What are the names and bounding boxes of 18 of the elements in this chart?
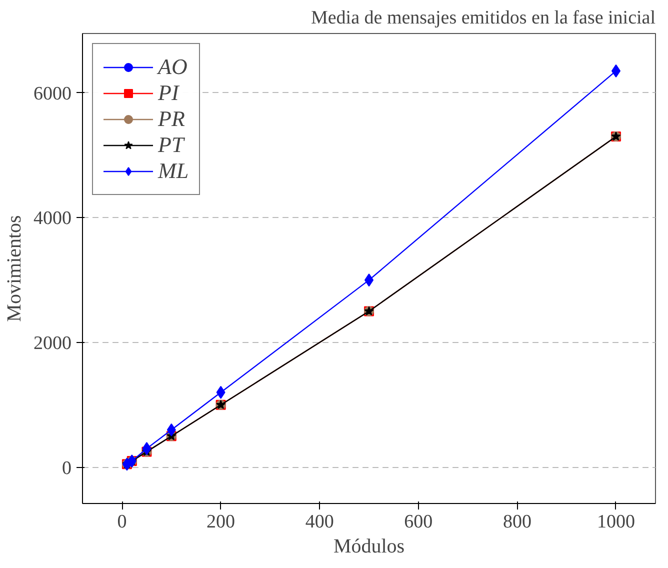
- legend-label: AO: [158, 54, 188, 80]
- y-tick-label: 4000: [34, 208, 72, 230]
- y-axis-title: Movimientos: [4, 214, 26, 322]
- x-tick-label: 200: [206, 512, 236, 532]
- x-tick-label: 0: [117, 512, 127, 532]
- x-tick-label: 1000: [596, 512, 635, 532]
- x-tick-label: 800: [502, 512, 532, 532]
- y-tick-label: 0: [62, 458, 72, 479]
- legend-label: PI: [158, 80, 179, 106]
- x-tick-label: 600: [404, 512, 433, 532]
- y-tick-label: 6000: [34, 83, 72, 104]
- legend-label: PT: [158, 132, 184, 158]
- legend-label: PR: [158, 106, 185, 132]
- legend-label: ML: [158, 158, 189, 184]
- x-tick-label: 400: [305, 512, 334, 532]
- chart-title: Media de mensajes emitidos en la fase inicial: [310, 8, 656, 28]
- x-axis-title: Módulos: [333, 536, 405, 558]
- y-tick-label: 2000: [34, 332, 72, 354]
